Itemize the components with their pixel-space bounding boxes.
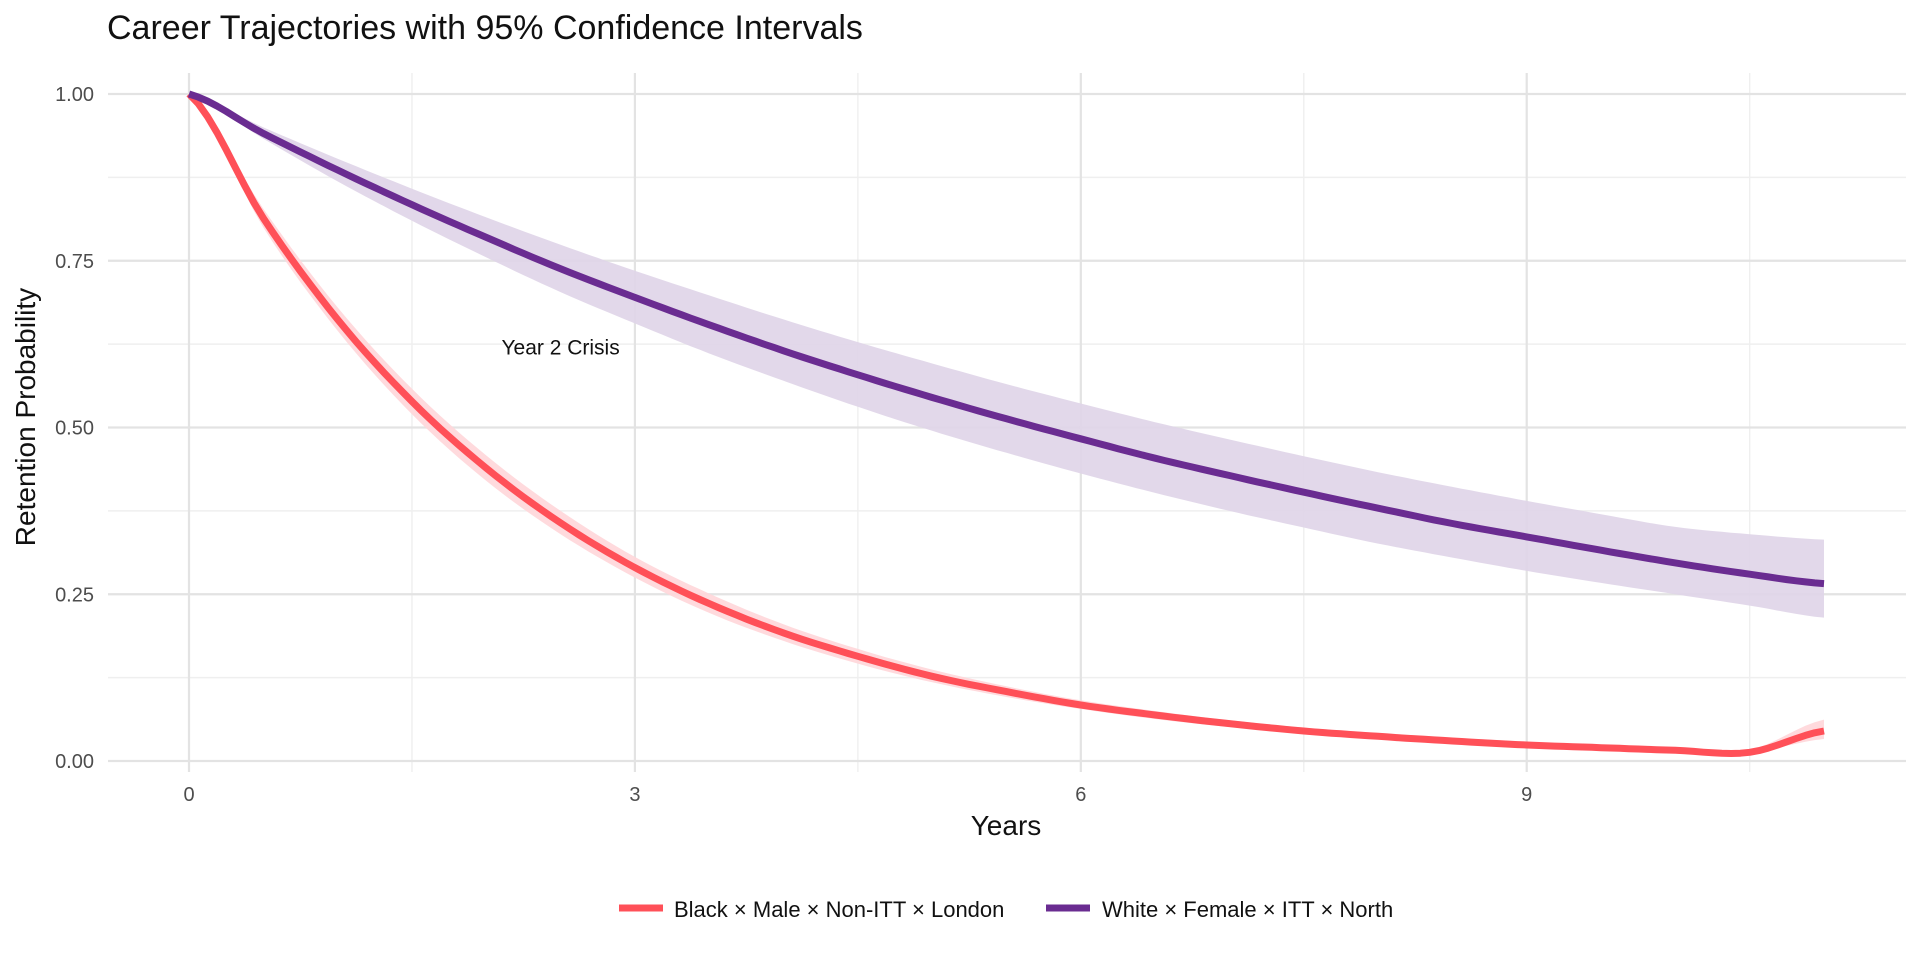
y-tick-label: 0.25	[55, 584, 94, 606]
chart-title: Career Trajectories with 95% Confidence …	[107, 9, 863, 47]
y-axis-title: Retention Probability	[10, 288, 41, 546]
y-tick-label: 1.00	[55, 84, 94, 106]
legend: Black × Male × Non-ITT × London White × …	[619, 897, 1393, 922]
x-tick-label: 6	[1075, 784, 1086, 806]
legend-label-white-female: White × Female × ITT × North	[1102, 897, 1393, 922]
legend-label-black-male: Black × Male × Non-ITT × London	[674, 897, 1004, 922]
x-axis-title: Years	[971, 810, 1042, 841]
x-tick-label: 0	[183, 784, 194, 806]
x-tick-label: 3	[629, 784, 640, 806]
series-line-0	[186, 91, 1825, 757]
series-lines	[186, 90, 1825, 757]
x-tick-label: 9	[1521, 784, 1532, 806]
y-tick-label: 0.00	[55, 751, 94, 773]
annotations: Year 2 Crisis	[501, 336, 619, 359]
y-tick-label: 0.50	[55, 418, 94, 440]
confidence-bands	[189, 94, 1824, 753]
confidence-band-1	[189, 94, 1824, 618]
y-tick-label: 0.75	[55, 251, 94, 273]
tick-labels: 0 3 6 9 0.00 0.25 0.50 0.75 1.00	[55, 84, 1532, 806]
grid	[108, 73, 1906, 772]
annotation-label: Year 2 Crisis	[501, 336, 619, 359]
series-line-1	[187, 90, 1825, 588]
